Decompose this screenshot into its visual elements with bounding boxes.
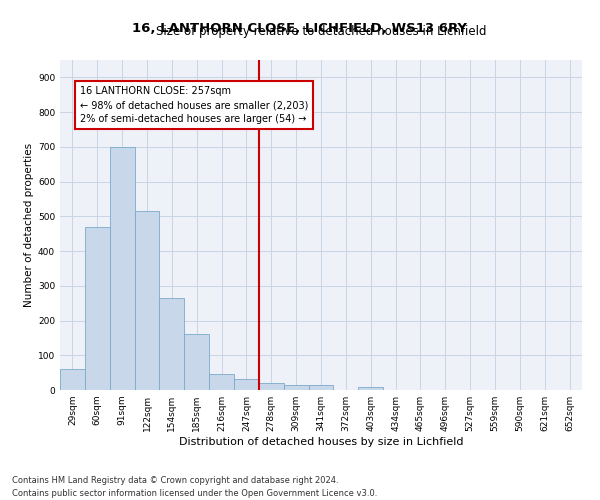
X-axis label: Distribution of detached houses by size in Lichfield: Distribution of detached houses by size … [179,437,463,447]
Text: Contains HM Land Registry data © Crown copyright and database right 2024.
Contai: Contains HM Land Registry data © Crown c… [12,476,377,498]
Bar [308,386,334,390]
Title: Size of property relative to detached houses in Lichfield: Size of property relative to detached ho… [156,25,486,38]
Bar [284,385,308,390]
Bar [134,211,160,390]
Text: 16 LANTHORN CLOSE: 257sqm
← 98% of detached houses are smaller (2,203)
2% of sem: 16 LANTHORN CLOSE: 257sqm ← 98% of detac… [80,86,308,124]
Bar [259,383,284,390]
Bar [160,298,184,390]
Bar [85,226,110,390]
Bar [60,369,85,390]
Text: 16, LANTHORN CLOSE, LICHFIELD, WS13 6RY: 16, LANTHORN CLOSE, LICHFIELD, WS13 6RY [133,22,467,36]
Bar [209,374,234,390]
Bar [234,379,259,390]
Y-axis label: Number of detached properties: Number of detached properties [24,143,34,307]
Bar [184,334,209,390]
Bar [110,147,134,390]
Bar [358,387,383,390]
